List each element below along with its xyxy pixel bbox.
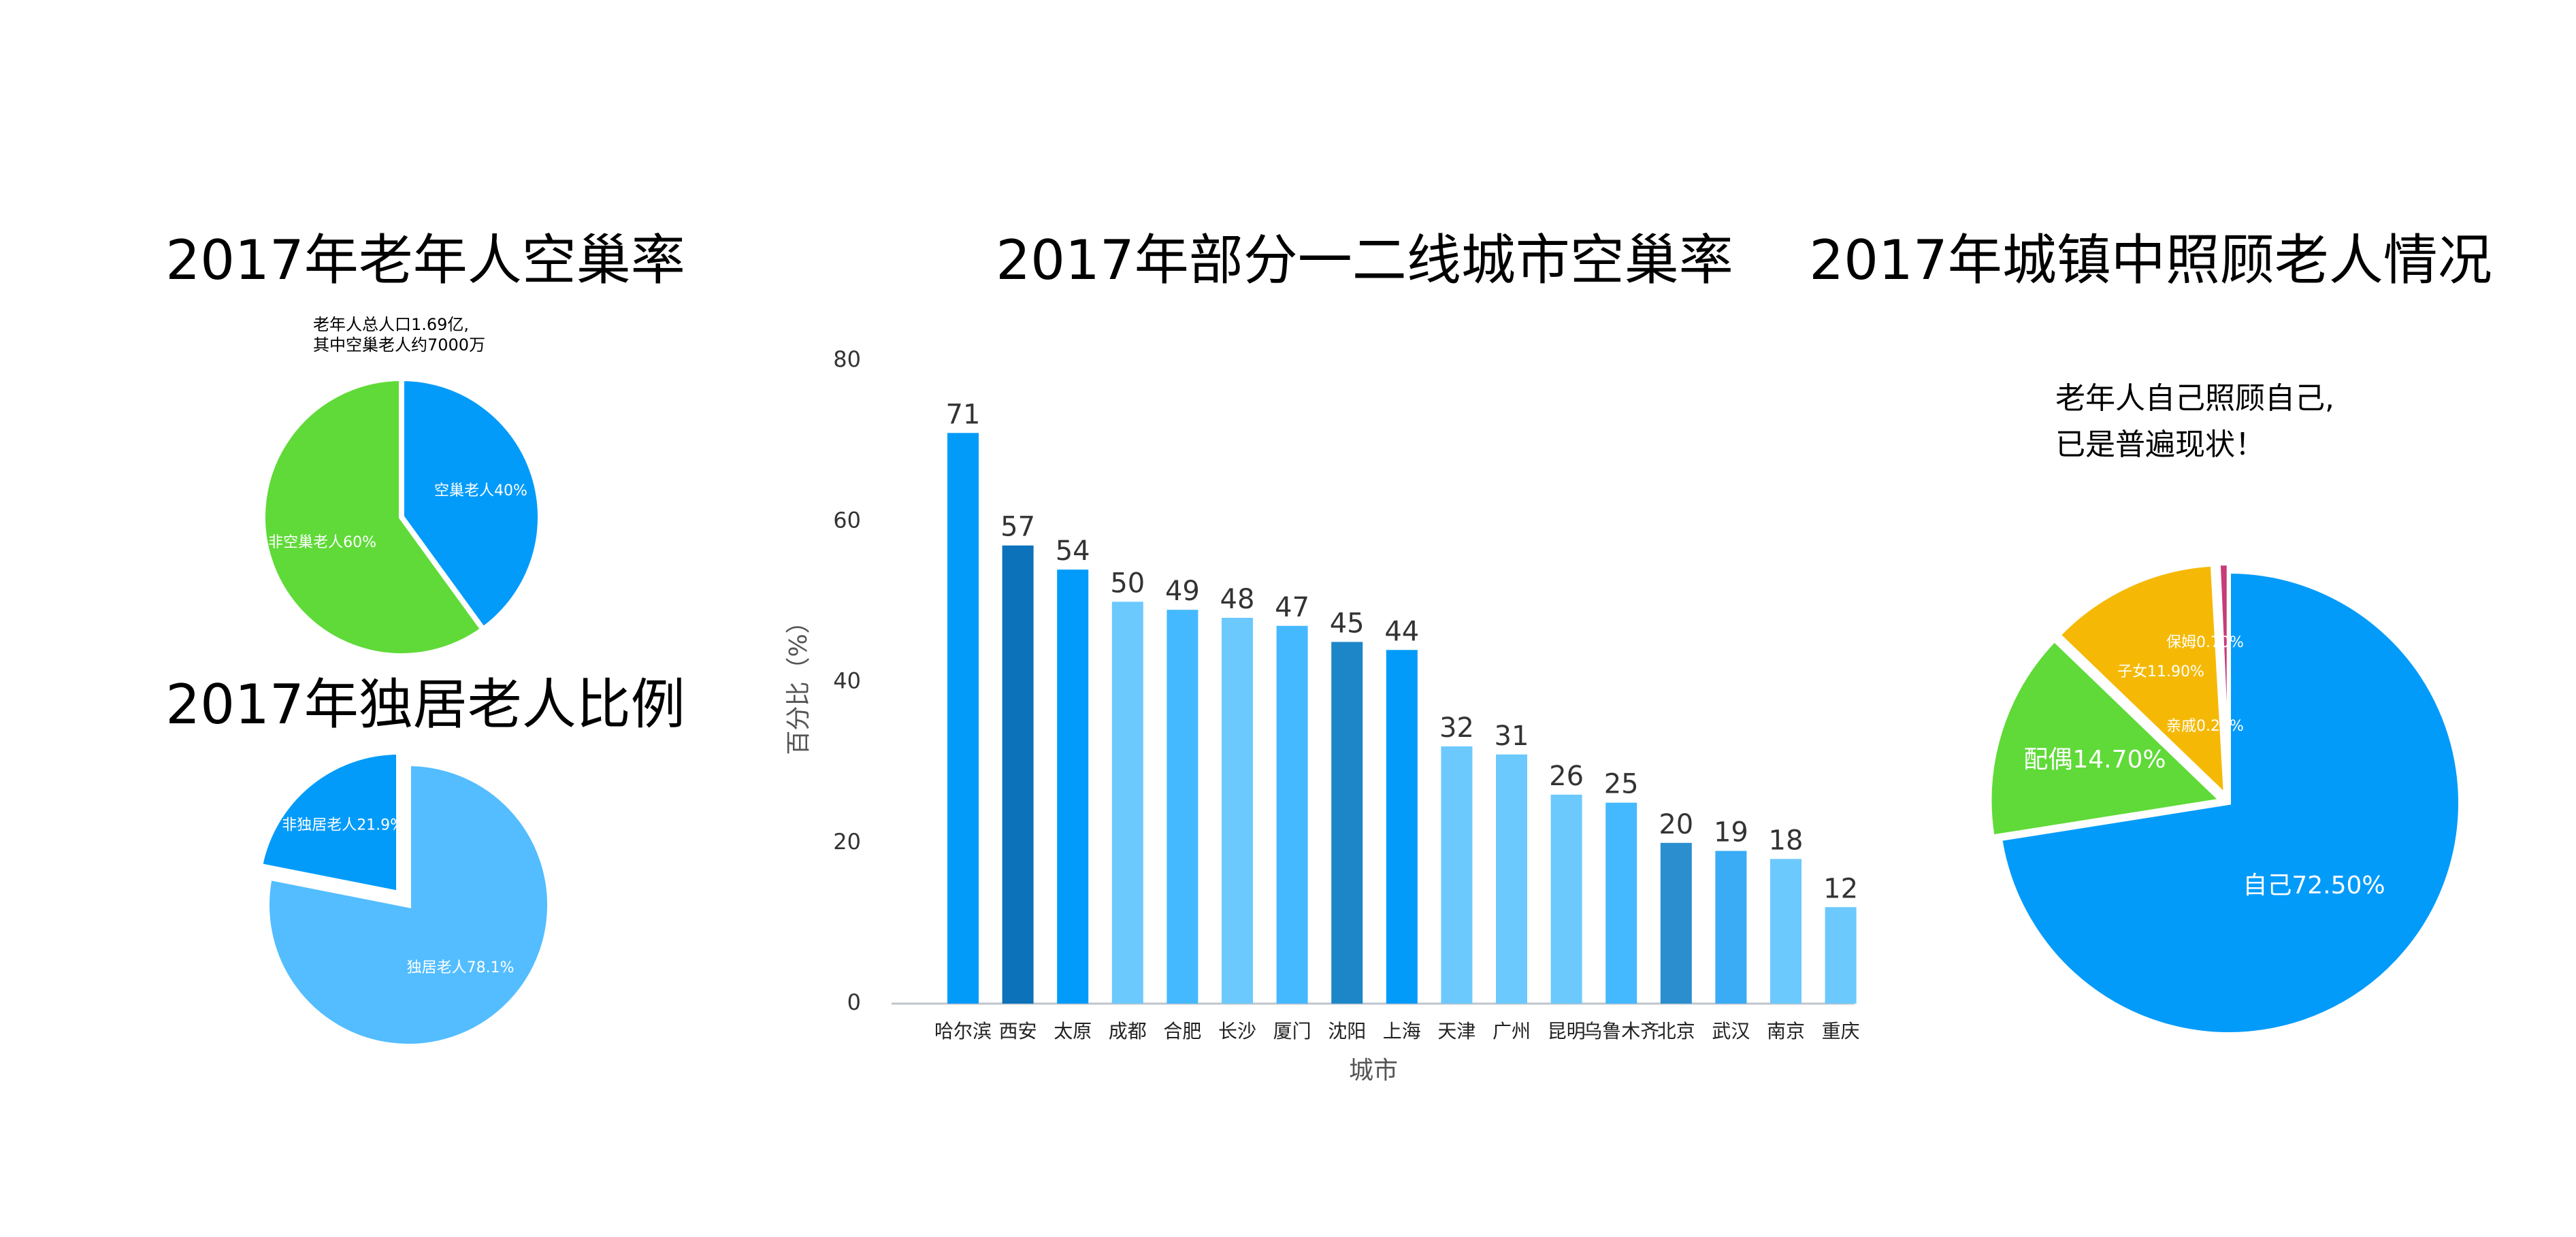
x-tick-label: 北京 [1657, 1020, 1695, 1042]
pie-slice-label: 子女11.90% [2117, 663, 2204, 680]
pie-slice-label: 空巢老人40% [434, 482, 527, 499]
x-tick-label: 合肥 [1163, 1020, 1201, 1042]
x-tick-label: 成都 [1109, 1020, 1147, 1042]
pie3-chart: 自己72.50% 配偶14.70% 子女11.90% 亲戚0.20% 保姆0.70% [1987, 561, 2462, 1036]
bar [1222, 618, 1253, 1004]
pie-slice-label: 非空巢老人60% [268, 534, 376, 551]
bar-value-label: 57 [1000, 512, 1035, 543]
x-axis-label: 城市 [1349, 1057, 1398, 1085]
x-tick-label: 昆明 [1548, 1020, 1586, 1042]
pie-slice [1987, 637, 2226, 840]
pie2-title: 2017年独居老人比例 [165, 673, 685, 736]
pie1-annotation-line1: 老年人总人口1.69亿, [313, 315, 469, 334]
pie3-annotation-line2: 已是普遍现状！ [2055, 427, 2265, 462]
bar-value-label: 25 [1604, 769, 1639, 800]
bar-title: 2017年部分一二线城市空巢率 [996, 229, 1733, 292]
pie3-title: 2017年城镇中照顾老人情况 [1809, 229, 2492, 292]
bar [1386, 650, 1418, 1004]
bar-value-label: 20 [1659, 809, 1693, 840]
bar-value-label: 48 [1220, 584, 1255, 615]
bar-value-label: 49 [1165, 576, 1200, 607]
pie-slice-label: 自己72.50% [2243, 872, 2385, 900]
bar-value-label: 45 [1330, 608, 1365, 639]
x-tick-label: 厦门 [1273, 1020, 1311, 1042]
bar [1770, 859, 1801, 1004]
pie-slice-label: 亲戚0.20% [2166, 718, 2244, 735]
pie-slice [399, 375, 543, 633]
bar-value-label: 12 [1823, 873, 1858, 904]
bar-value-label: 50 [1110, 567, 1145, 599]
pie-slice [1998, 569, 2462, 1036]
pie-slice-label: 独居老人78.1% [407, 959, 515, 976]
bar [1550, 794, 1582, 1004]
pie-slice-label: 配偶14.70% [2023, 746, 2166, 774]
x-tick-label: 沈阳 [1328, 1020, 1366, 1042]
x-tick-label: 乌鲁木齐 [1583, 1020, 1659, 1042]
bar [1660, 842, 1692, 1004]
bar-value-label: 19 [1714, 817, 1748, 848]
bar [947, 433, 979, 1004]
y-tick-label: 0 [847, 989, 861, 1015]
bar-value-label: 26 [1549, 761, 1584, 792]
pie-slice-label: 保姆0.70% [2166, 634, 2244, 651]
x-tick-label: 太原 [1054, 1020, 1092, 1042]
x-tick-label: 重庆 [1822, 1020, 1860, 1042]
bar [1441, 746, 1473, 1004]
y-tick-label: 80 [833, 346, 861, 372]
pie-slice [2055, 562, 2228, 801]
pie1-chart: 空巢老人40% 非空巢老人60% [260, 375, 543, 659]
bar-value-label: 32 [1439, 712, 1474, 744]
bar [1111, 601, 1143, 1004]
x-tick-label: 上海 [1383, 1020, 1421, 1042]
x-tick-label: 西安 [999, 1020, 1037, 1042]
pie1-annotation-line2: 其中空巢老人约7000万 [313, 335, 485, 354]
pie-slice [257, 748, 402, 897]
x-tick-label: 天津 [1437, 1020, 1476, 1042]
x-tick-label: 哈尔滨 [934, 1020, 992, 1042]
bar-value-label: 47 [1275, 592, 1309, 623]
pie-slice [260, 375, 487, 659]
pie-slice [264, 760, 553, 1049]
bar [1715, 851, 1747, 1004]
pie2-chart: 独居老人78.1% 非独居老人21.9% [257, 748, 553, 1049]
bar [1057, 570, 1089, 1004]
bar [1276, 625, 1308, 1004]
y-tick-label: 60 [833, 507, 861, 533]
bar [1496, 754, 1527, 1004]
x-tick-label: 广州 [1493, 1020, 1531, 1042]
x-tick-label: 长沙 [1218, 1020, 1256, 1042]
bar-chart: 0 20 40 60 80 百分比（%） 城市 71 哈尔滨 57 西安 54 太原 50 成都 49 合肥 48… [785, 346, 1860, 1085]
bar [1605, 802, 1637, 1004]
y-tick-label: 40 [833, 668, 861, 694]
y-tick-label: 20 [833, 829, 861, 855]
y-axis-label: 百分比（%） [785, 609, 813, 755]
bar-value-label: 44 [1384, 616, 1419, 647]
pie-slice [2216, 561, 2231, 795]
bar [1002, 545, 1034, 1004]
bar [1331, 642, 1363, 1004]
pie-slice-label: 非独居老人21.9% [282, 817, 404, 834]
bar-value-label: 31 [1495, 721, 1529, 752]
bar [1825, 907, 1857, 1004]
bar-value-label: 71 [946, 399, 981, 430]
bar-value-label: 54 [1056, 535, 1090, 567]
x-tick-label: 武汉 [1712, 1020, 1750, 1042]
bar [1167, 610, 1199, 1004]
pie1-title: 2017年老年人空巢率 [165, 229, 685, 292]
pie3-annotation-line1: 老年人自己照顾自己, [2055, 381, 2334, 416]
bar-value-label: 18 [1769, 825, 1804, 856]
x-tick-label: 南京 [1767, 1020, 1805, 1042]
